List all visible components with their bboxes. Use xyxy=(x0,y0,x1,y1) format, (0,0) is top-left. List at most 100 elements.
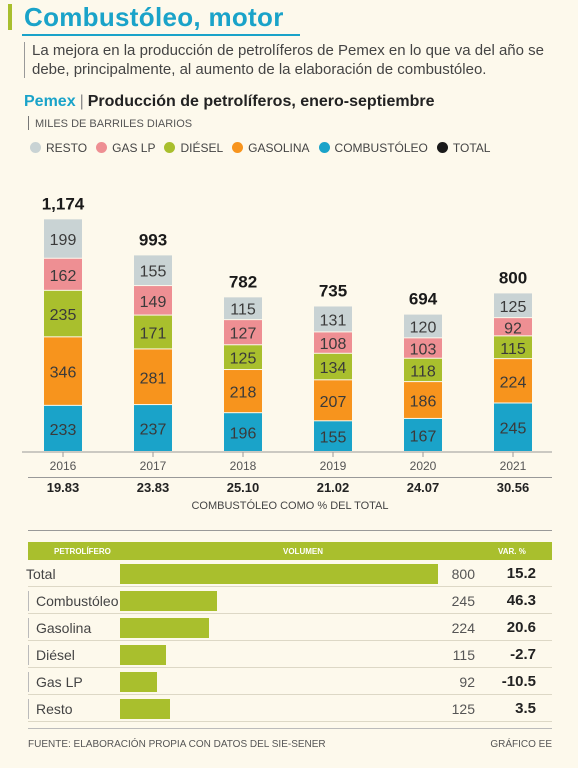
volume-bar xyxy=(120,645,166,665)
bar-total-label: 993 xyxy=(139,230,167,249)
bar-segment xyxy=(224,370,262,413)
bar-segment xyxy=(314,380,352,421)
table-header-var: VAR. % xyxy=(498,547,526,556)
graphic-credit: GRÁFICO EE xyxy=(490,739,552,750)
row-product-name: Diésel xyxy=(36,647,75,663)
bar-segment xyxy=(44,405,82,451)
combustoleo-pct-value: 21.02 xyxy=(316,480,350,495)
row-product-name: Total xyxy=(26,566,56,582)
chart-title-brand: Pemex xyxy=(24,93,76,110)
x-tick-label: 2017 xyxy=(140,459,167,473)
legend-item-4: COMBUSTÓLEO xyxy=(318,141,428,155)
volume-bar xyxy=(120,672,157,692)
chart-title: Pemex | Producción de petrolíferos, enero-… xyxy=(24,93,435,111)
bar-value-label: 281 xyxy=(140,370,167,387)
bar-segment xyxy=(224,345,262,370)
x-tick-label: 2016 xyxy=(50,459,77,473)
bar-value-label: 155 xyxy=(320,430,347,447)
combustoleo-pct-label: COMBUSTÓLEO COMO % DEL TOTAL xyxy=(191,500,389,512)
bar-value-label: 171 xyxy=(140,326,167,343)
table-row: Gasolina 224 20.6 xyxy=(28,615,552,641)
bar-value-label: 108 xyxy=(320,336,347,353)
bar-total-label: 1,174 xyxy=(42,194,85,213)
row-var-value: 20.6 xyxy=(506,619,536,636)
row-volume-value: 92 xyxy=(459,674,475,690)
bar-value-label: 115 xyxy=(500,341,526,358)
subtitle-text: MILES DE BARRILES DIARIOS xyxy=(35,118,193,130)
bar-value-label: 207 xyxy=(320,394,347,411)
row-var-value: 46.3 xyxy=(506,592,536,609)
bar-segment xyxy=(494,359,532,403)
bar-segment xyxy=(134,405,172,451)
table-header-volume: VOLUMEN xyxy=(283,547,323,556)
headline-accent xyxy=(8,4,12,30)
bar-value-label: 134 xyxy=(320,360,347,377)
combustoleo-pct-value: 30.56 xyxy=(496,480,530,495)
bar-value-label: 224 xyxy=(500,374,527,391)
bar-segment xyxy=(314,332,352,353)
bar-value-label: 162 xyxy=(50,268,77,285)
bar-segment xyxy=(44,258,82,290)
source-note: FUENTE: ELABORACIÓN PROPIA CON DATOS DEL… xyxy=(28,739,326,750)
bar-value-label: 92 xyxy=(504,320,522,337)
legend-swatch xyxy=(30,142,41,153)
bar-value-label: 218 xyxy=(230,385,257,402)
legend-swatch xyxy=(318,142,330,153)
table-header-product: PETROLÍFERO xyxy=(54,547,111,556)
volume-bar xyxy=(120,564,438,584)
bar-segment xyxy=(224,413,262,451)
bar-segment xyxy=(134,255,172,286)
bar-segment xyxy=(314,353,352,380)
row-var-value: 15.2 xyxy=(506,565,536,582)
x-tick-label: 2020 xyxy=(410,459,437,473)
combustoleo-pct-value: 23.83 xyxy=(136,480,170,495)
table-row: Gas LP 92 -10.5 xyxy=(28,669,552,695)
bar-segment xyxy=(404,418,442,451)
row-indent-mark xyxy=(28,672,29,692)
chart-title-separator: | xyxy=(79,93,84,110)
row-separator xyxy=(28,721,552,722)
bar-value-label: 155 xyxy=(140,264,167,281)
bar-segment xyxy=(134,349,172,405)
subtitle-tick xyxy=(28,116,29,130)
legend-item-0: RESTO xyxy=(30,141,87,155)
bar-value-label: 196 xyxy=(230,426,257,443)
row-separator xyxy=(28,667,552,668)
bar-value-label: 237 xyxy=(140,422,167,439)
x-tick-label: 2021 xyxy=(500,459,527,473)
bar-value-label: 235 xyxy=(50,307,77,324)
pct-rule-top xyxy=(28,477,552,478)
legend-label: RESTO xyxy=(46,141,88,155)
row-volume-value: 224 xyxy=(451,620,475,636)
bar-value-label: 233 xyxy=(50,422,77,439)
row-product-name: Resto xyxy=(36,701,73,717)
row-product-name: Gasolina xyxy=(36,620,92,636)
bar-segment xyxy=(314,421,352,451)
chart-title-text: Producción de petrolíferos, enero-septie… xyxy=(87,93,435,110)
row-volume-value: 125 xyxy=(451,701,475,717)
headline-underline xyxy=(22,34,300,36)
table-row: Combustóleo 245 46.3 xyxy=(28,588,552,614)
legend-swatch xyxy=(96,142,108,153)
bar-value-label: 167 xyxy=(410,428,437,445)
row-volume-value: 245 xyxy=(451,593,475,609)
row-separator xyxy=(28,640,552,641)
bar-segment xyxy=(404,382,442,418)
bar-value-label: 103 xyxy=(410,342,437,359)
row-volume-value: 800 xyxy=(451,566,475,582)
bar-segment xyxy=(314,306,352,332)
stacked-bar-chart: 233 346 235 162 199 1,174 2016 237 281 171 149 155 9… xyxy=(22,194,552,473)
row-indent-mark xyxy=(28,645,29,665)
bar-value-label: 346 xyxy=(50,365,77,382)
row-separator xyxy=(28,586,552,587)
chart-legend: RESTO GAS LP DIÉSEL GASOLINA COMBUSTÓLEO TOTA… xyxy=(30,141,499,155)
bar-total-label: 782 xyxy=(229,272,257,291)
intro-rule xyxy=(24,42,25,78)
legend-label: GAS LP xyxy=(112,141,156,155)
legend-item-1: GAS LP xyxy=(96,141,155,155)
bar-value-label: 149 xyxy=(140,294,167,311)
bar-segment xyxy=(494,293,532,318)
row-var-value: -2.7 xyxy=(510,646,536,663)
legend-item-2: DIÉSEL xyxy=(164,141,223,155)
legend-swatch xyxy=(232,142,244,153)
